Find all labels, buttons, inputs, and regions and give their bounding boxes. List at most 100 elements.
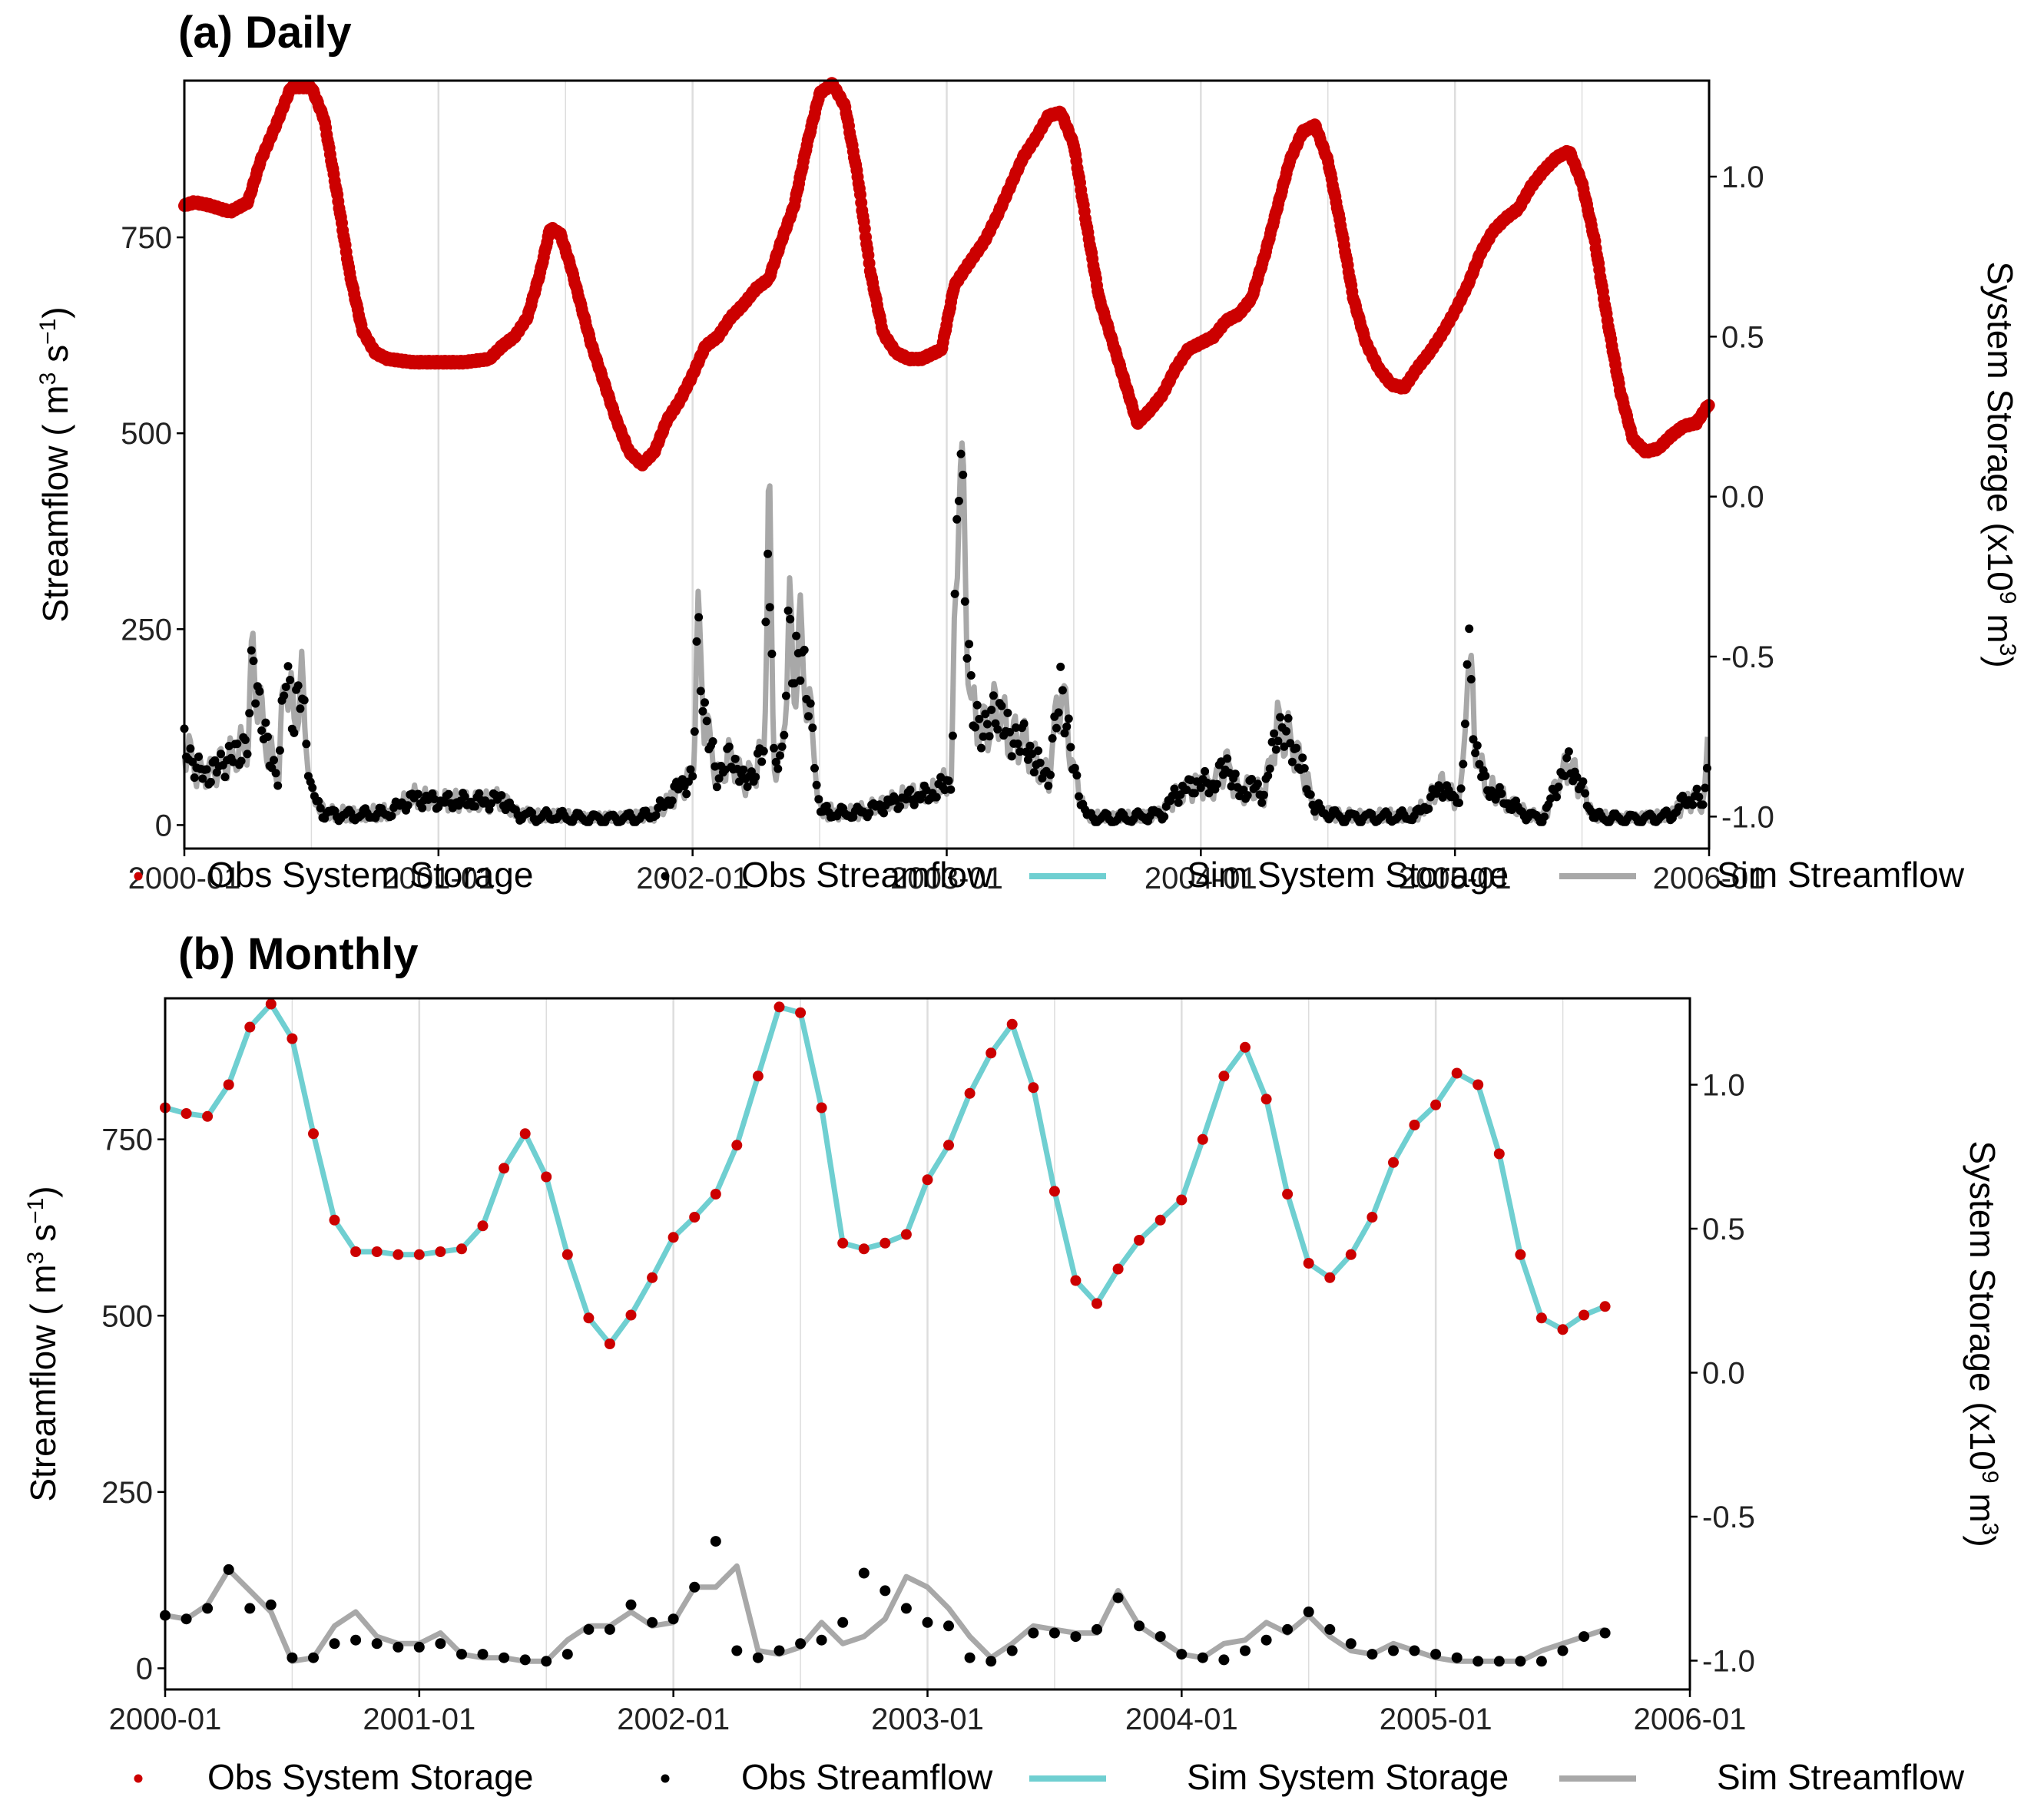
- obs-streamflow-point: [296, 704, 305, 713]
- obs-streamflow-point: [964, 1652, 976, 1663]
- obs-streamflow-point: [1054, 708, 1063, 717]
- obs-streamflow-point: [1366, 1649, 1378, 1660]
- obs-streamflow-point: [1006, 1645, 1018, 1656]
- y-tick-label-right: 1.0: [1702, 1069, 1745, 1103]
- obs-streamflow-point: [1213, 779, 1221, 789]
- obs-storage-point: [1006, 1018, 1018, 1030]
- obs-storage-point: [223, 1079, 234, 1090]
- obs-storage-point: [1134, 1235, 1145, 1246]
- x-tick-label: 2006-01: [1653, 862, 1766, 895]
- obs-storage-point: [499, 1163, 510, 1174]
- obs-storage-point: [181, 1108, 192, 1119]
- obs-streamflow-point: [1025, 741, 1035, 750]
- obs-streamflow-point: [1572, 773, 1582, 782]
- obs-storage-point: [816, 1102, 827, 1114]
- x-tick-label: 2003-01: [890, 862, 1003, 895]
- obs-streamflow-point: [1581, 789, 1590, 798]
- grid-daily: [183, 81, 1711, 849]
- obs-streamflow-point: [1481, 771, 1490, 780]
- obs-streamflow-point: [1554, 783, 1563, 792]
- obs-streamflow-point: [265, 1599, 277, 1610]
- obs-streamflow-point: [1204, 789, 1214, 798]
- obs-streamflow-point: [287, 1652, 298, 1663]
- obs-streamflow-point: [1218, 1654, 1230, 1666]
- y-axis-label-left-monthly: Streamflow ( m3 s−1): [23, 1186, 64, 1501]
- obs-streamflow-point: [1013, 740, 1022, 748]
- obs-streamflow-point: [751, 773, 760, 782]
- obs-streamflow-point: [806, 699, 815, 708]
- obs-streamflow-point: [181, 1613, 192, 1625]
- legend-label: Sim Streamflow: [1717, 855, 1965, 895]
- obs-streamflow-point: [261, 718, 270, 727]
- obs-streamflow-point: [249, 657, 258, 666]
- obs-streamflow-point: [251, 699, 260, 708]
- obs-streamflow-point: [1190, 789, 1199, 798]
- x-tick-label: 2002-01: [617, 1703, 730, 1736]
- obs-streamflow-point: [186, 744, 195, 753]
- obs-streamflow-point: [880, 809, 888, 818]
- obs-streamflow-point: [972, 700, 982, 710]
- obs-streamflow-point: [761, 617, 770, 627]
- obs-streamflow-point: [724, 742, 734, 751]
- obs-streamflow-point: [1282, 726, 1290, 736]
- obs-streamflow-point: [946, 785, 956, 794]
- obs-streamflow-point: [519, 1654, 531, 1666]
- obs-streamflow-point: [690, 727, 699, 736]
- obs-streamflow-point: [810, 763, 819, 773]
- obs-streamflow-point: [283, 662, 293, 671]
- obs-streamflow-point: [1300, 764, 1309, 773]
- obs-streamflow-point: [786, 614, 795, 624]
- legend-label: Obs System Storage: [207, 855, 533, 895]
- obs-storage-point: [1409, 1120, 1420, 1130]
- obs-storage-point: [795, 1007, 807, 1018]
- obs-streamflow-point: [1280, 742, 1289, 751]
- obs-streamflow-point: [329, 1638, 340, 1650]
- obs-streamflow-point: [1270, 729, 1279, 738]
- obs-streamflow-point: [245, 709, 254, 718]
- obs-streamflow-point: [1271, 745, 1280, 754]
- obs-storage-point: [1154, 1214, 1166, 1226]
- y-tick-label-right: 0.0: [1721, 481, 1764, 515]
- obs-streamflow-point: [730, 754, 740, 763]
- x-tick-label: 2005-01: [1380, 1703, 1492, 1736]
- obs-streamflow-point: [1562, 753, 1572, 763]
- obs-streamflow-point: [1260, 1634, 1272, 1646]
- obs-storage-point: [456, 1243, 467, 1255]
- obs-streamflow-point: [771, 757, 780, 766]
- obs-storage-point: [964, 1087, 976, 1099]
- obs-streamflow-point: [1247, 775, 1256, 783]
- obs-streamflow-point: [403, 801, 412, 810]
- y-axis-label-right-monthly: System Storage (x109 m3): [1963, 1140, 2003, 1547]
- obs-streamflow-point: [743, 783, 752, 791]
- legend-daily: Obs System Storage Obs Streamflow Sim Syst…: [134, 855, 1965, 895]
- obs-storage-point: [1303, 1258, 1314, 1269]
- obs-streamflow-point: [943, 1620, 954, 1632]
- obs-streamflow-point: [1345, 1638, 1357, 1650]
- obs-streamflow-point: [583, 1623, 595, 1635]
- obs-streamflow-point: [1274, 736, 1283, 746]
- obs-streamflow-point: [956, 449, 966, 458]
- obs-streamflow-point: [796, 676, 805, 685]
- obs-streamflow-point: [562, 1649, 573, 1660]
- legend-label: Sim System Storage: [1187, 1757, 1509, 1797]
- y-tick-label-right: -1.0: [1702, 1645, 1755, 1679]
- y-tick-label-left: 250: [101, 1476, 153, 1510]
- obs-streamflow-point: [1231, 769, 1240, 779]
- obs-streamflow-point: [702, 716, 711, 726]
- obs-storage-point: [1388, 1157, 1399, 1168]
- obs-streamflow-point: [710, 1536, 721, 1547]
- obs-storage-point: [710, 1189, 721, 1200]
- obs-streamflow-point: [959, 470, 968, 479]
- obs-streamflow-point: [1388, 1645, 1399, 1656]
- obs-storage-point: [1345, 1249, 1357, 1260]
- obs-streamflow-point: [952, 515, 962, 524]
- obs-streamflow-point: [837, 1616, 849, 1628]
- obs-streamflow-point: [290, 728, 299, 737]
- obs-streamflow-point: [1170, 784, 1179, 793]
- obs-streamflow-point: [1459, 759, 1468, 769]
- obs-storage-point: [625, 1309, 637, 1321]
- obs-streamflow-point: [932, 793, 941, 802]
- obs-storage-point: [308, 1128, 319, 1140]
- obs-streamflow-point: [243, 750, 252, 759]
- obs-storage-point: [943, 1140, 954, 1151]
